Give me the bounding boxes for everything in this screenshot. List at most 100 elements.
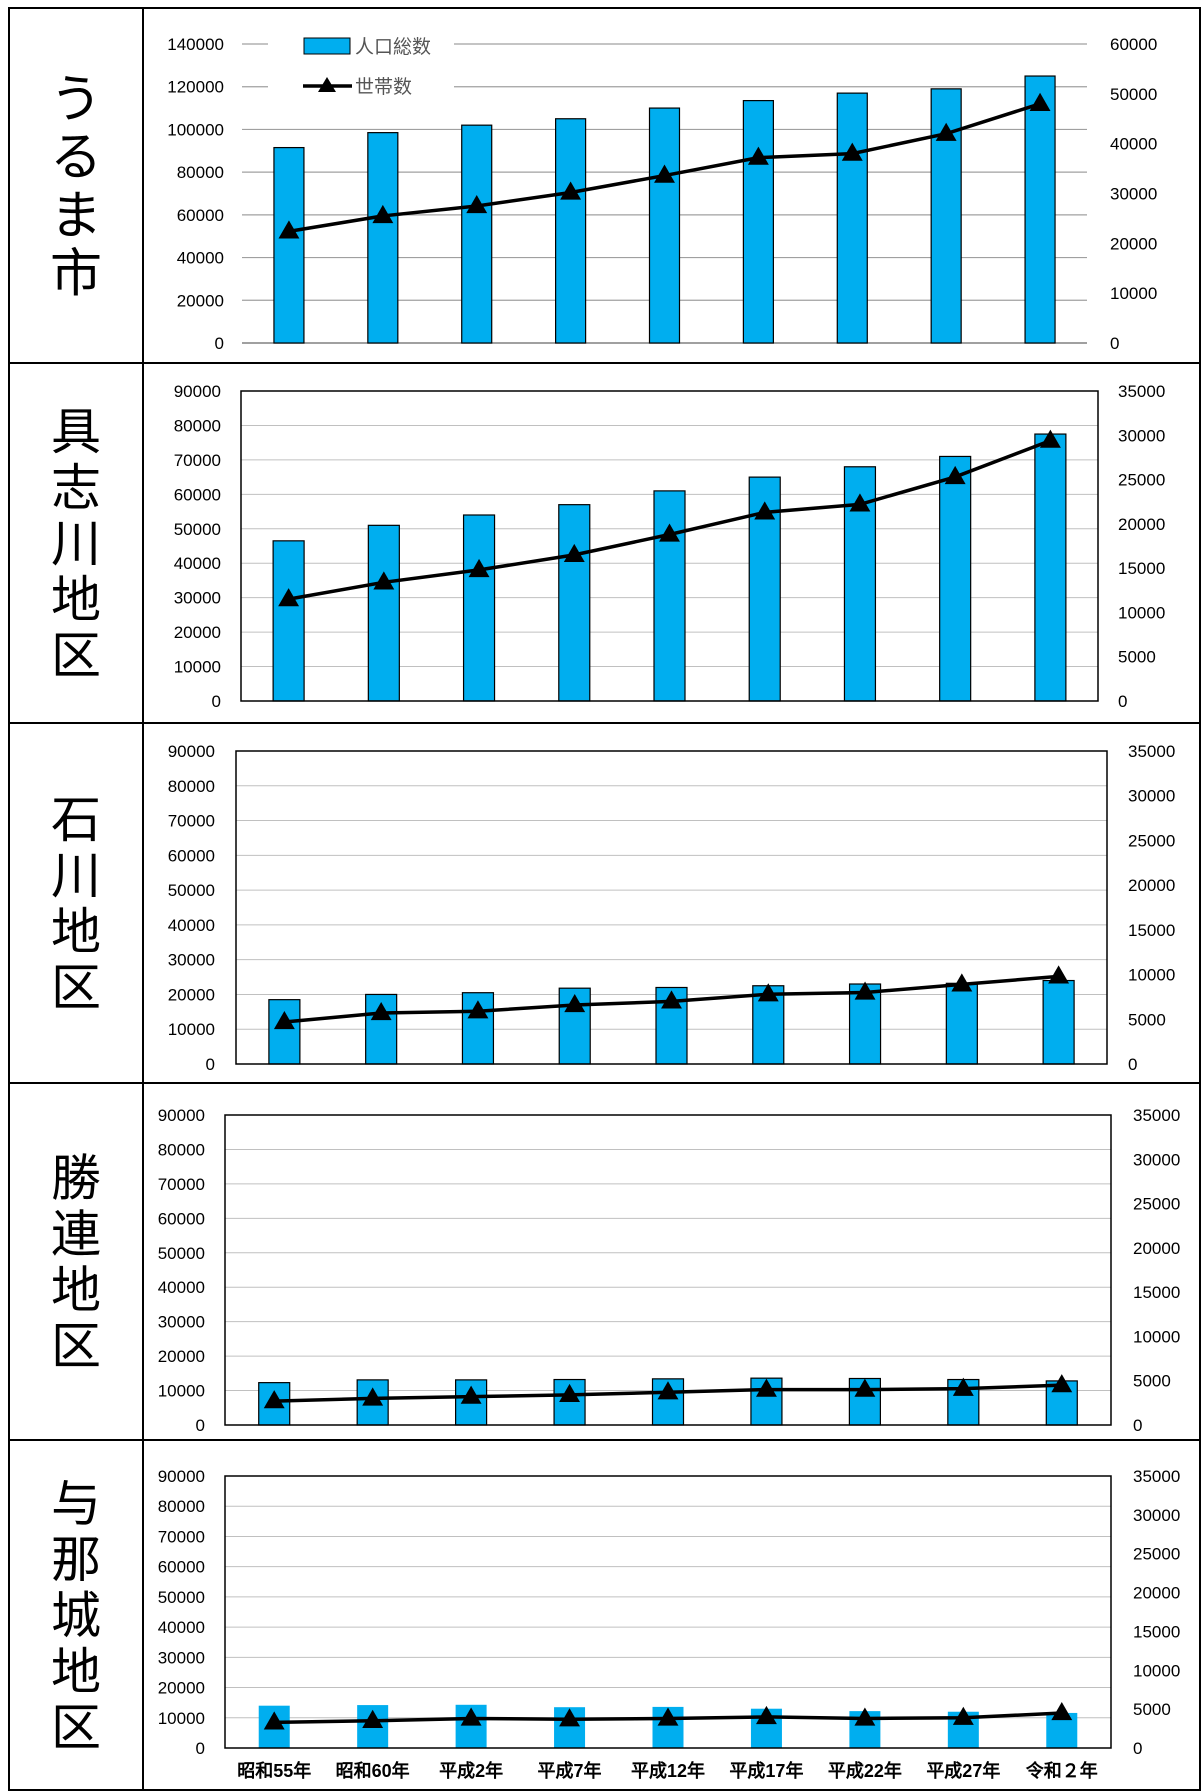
y-tick-label: 70000 bbox=[168, 812, 215, 831]
y-tick-label: 50000 bbox=[168, 881, 215, 900]
y2-tick-label: 10000 bbox=[1128, 966, 1175, 985]
charts: 0200004000060000800001000001200001400000… bbox=[158, 35, 1181, 1758]
households-marker bbox=[952, 1377, 974, 1396]
y-tick-label: 40000 bbox=[168, 916, 215, 935]
population-bar bbox=[1024, 75, 1056, 344]
y-tick-label: 60000 bbox=[174, 485, 221, 504]
population-bar bbox=[273, 146, 305, 344]
y2-tick-label: 10000 bbox=[1118, 603, 1165, 622]
households-marker bbox=[755, 1705, 777, 1725]
y2-tick-label: 10000 bbox=[1133, 1661, 1180, 1680]
households-marker bbox=[1051, 1702, 1073, 1721]
y-tick-label: 80000 bbox=[158, 1497, 205, 1516]
y-tick-label: 80000 bbox=[168, 777, 215, 796]
x-tick-label: 平成17年 bbox=[729, 1760, 803, 1781]
y2-tick-label: 0 bbox=[1128, 1055, 1137, 1074]
y2-tick-label: 15000 bbox=[1128, 921, 1175, 940]
y-tick-label: 90000 bbox=[174, 382, 221, 401]
legend-background bbox=[268, 30, 454, 94]
legend-population-label: 人口総数 bbox=[355, 36, 431, 58]
households-marker bbox=[460, 1707, 482, 1726]
households-marker bbox=[1039, 429, 1061, 448]
population-bar bbox=[268, 999, 301, 1065]
y2-tick-label: 30000 bbox=[1133, 1150, 1180, 1169]
y2-tick-label: 25000 bbox=[1133, 1195, 1180, 1214]
households-marker bbox=[559, 1383, 581, 1403]
y2-tick-label: 0 bbox=[1133, 1739, 1142, 1758]
y-tick-label: 120000 bbox=[167, 78, 224, 97]
plot-frame bbox=[235, 750, 1108, 1065]
x-tick-label: 昭和55年 bbox=[237, 1760, 311, 1781]
y2-tick-label: 35000 bbox=[1118, 382, 1165, 401]
households-marker bbox=[564, 993, 586, 1013]
households-marker bbox=[757, 983, 779, 1002]
households-marker bbox=[1051, 1374, 1073, 1393]
legend-bar-swatch bbox=[303, 37, 351, 55]
region-label: 与那城地区 bbox=[51, 1476, 101, 1756]
y-tick-label: 40000 bbox=[177, 249, 224, 268]
region-label: うるま市 bbox=[50, 71, 102, 304]
y-tick-label: 90000 bbox=[158, 1106, 205, 1125]
y2-tick-label: 20000 bbox=[1128, 876, 1175, 895]
y-tick-label: 80000 bbox=[158, 1140, 205, 1159]
households-marker bbox=[273, 1010, 295, 1030]
y-tick-label: 10000 bbox=[158, 1382, 205, 1401]
x-tick-label: 令和２年 bbox=[1025, 1760, 1098, 1781]
population-bar bbox=[848, 1377, 881, 1426]
y2-tick-label: 0 bbox=[1110, 334, 1119, 353]
population-bar bbox=[356, 1379, 389, 1426]
x-axis-labels: 昭和55年 昭和60年 平成2年 平成7年 平成12年 平成17年 平成22年 平成27年 令和… bbox=[237, 1760, 1098, 1781]
y2-tick-label: 30000 bbox=[1110, 185, 1157, 204]
y-tick-label: 20000 bbox=[158, 1679, 205, 1698]
region-label: 具志川地区 bbox=[51, 404, 101, 684]
chart-4: 0100002000030000400005000060000700008000… bbox=[158, 1106, 1181, 1435]
population-bar bbox=[367, 524, 400, 702]
y-tick-label: 10000 bbox=[174, 658, 221, 677]
households-marker bbox=[560, 181, 582, 200]
population-bar bbox=[272, 540, 305, 702]
y-tick-label: 10000 bbox=[158, 1709, 205, 1728]
y2-tick-label: 25000 bbox=[1118, 471, 1165, 490]
population-bar bbox=[558, 504, 591, 702]
households-marker bbox=[563, 543, 585, 563]
households-marker bbox=[951, 973, 973, 992]
y2-tick-label: 5000 bbox=[1118, 648, 1156, 667]
y2-tick-label: 30000 bbox=[1118, 426, 1165, 445]
y2-tick-label: 30000 bbox=[1128, 787, 1175, 806]
x-tick-label: 平成2年 bbox=[439, 1760, 503, 1781]
population-bar bbox=[653, 490, 686, 702]
population-bar bbox=[742, 99, 774, 344]
y-tick-label: 20000 bbox=[168, 985, 215, 1004]
y-tick-label: 60000 bbox=[158, 1558, 205, 1577]
plot-frame bbox=[224, 1114, 1112, 1426]
population-bar bbox=[462, 514, 496, 702]
population-bar bbox=[367, 132, 399, 344]
x-tick-label: 平成12年 bbox=[631, 1760, 705, 1781]
y-tick-label: 10000 bbox=[168, 1020, 215, 1039]
y-tick-label: 60000 bbox=[168, 846, 215, 865]
y-tick-label: 60000 bbox=[158, 1209, 205, 1228]
population-bar bbox=[945, 982, 978, 1065]
y-tick-label: 0 bbox=[212, 692, 221, 711]
population-bar bbox=[461, 992, 495, 1065]
y-tick-label: 60000 bbox=[177, 206, 224, 225]
households-marker bbox=[370, 1002, 392, 1021]
population-bar bbox=[461, 124, 493, 344]
y2-tick-label: 15000 bbox=[1118, 559, 1165, 578]
households-marker bbox=[466, 194, 488, 214]
population-bar bbox=[1042, 979, 1075, 1065]
y2-tick-label: 5000 bbox=[1133, 1700, 1171, 1719]
region-label: 石川地区 bbox=[51, 792, 101, 1016]
households-marker bbox=[854, 1707, 876, 1726]
y2-tick-label: 20000 bbox=[1133, 1239, 1180, 1258]
households-marker bbox=[372, 204, 394, 224]
population-bar bbox=[648, 107, 681, 344]
households-marker bbox=[559, 1708, 581, 1727]
households-marker bbox=[657, 1381, 679, 1400]
y2-tick-label: 20000 bbox=[1110, 234, 1157, 253]
y-tick-label: 50000 bbox=[158, 1244, 205, 1263]
y-tick-label: 90000 bbox=[168, 742, 215, 761]
y2-tick-label: 15000 bbox=[1133, 1622, 1180, 1641]
households-marker bbox=[460, 1385, 482, 1404]
